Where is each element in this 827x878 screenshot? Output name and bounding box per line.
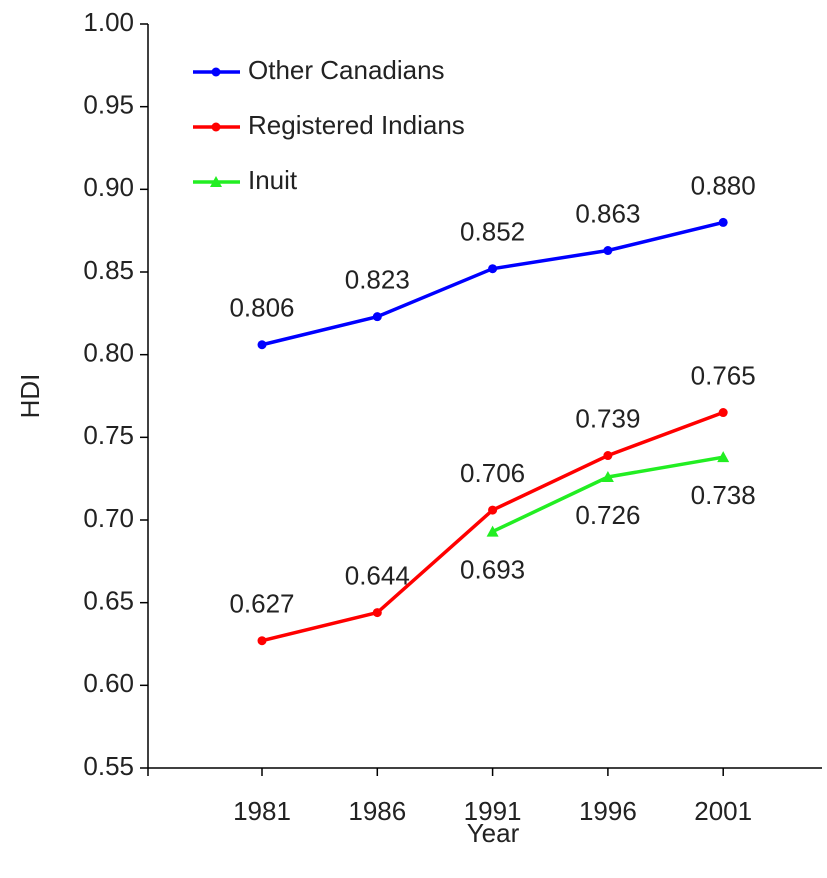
y-tick-label: 1.00 <box>83 7 134 37</box>
data-label: 0.852 <box>460 217 525 247</box>
data-label: 0.706 <box>460 458 525 488</box>
x-tick-label: 1986 <box>348 796 406 826</box>
y-tick-label: 0.60 <box>83 668 134 698</box>
data-point <box>488 505 498 515</box>
data-label: 0.644 <box>345 560 410 590</box>
y-tick-label: 0.95 <box>83 90 134 120</box>
data-label: 0.738 <box>691 480 756 510</box>
data-point <box>603 451 613 461</box>
data-point <box>718 217 728 227</box>
x-axis-title: Year <box>467 818 520 848</box>
y-tick-label: 0.75 <box>83 420 134 450</box>
legend-label: Registered Indians <box>248 110 465 140</box>
data-point <box>372 312 382 322</box>
legend-label: Inuit <box>248 165 298 195</box>
legend-label: Other Canadians <box>248 55 445 85</box>
y-tick-label: 0.70 <box>83 503 134 533</box>
data-label: 0.880 <box>691 170 756 200</box>
x-tick-label: 1991 <box>464 796 522 826</box>
data-point <box>488 264 498 274</box>
data-point <box>603 246 613 256</box>
y-tick-label: 0.90 <box>83 172 134 202</box>
data-point <box>601 471 614 483</box>
data-label: 0.823 <box>345 265 410 295</box>
x-tick-label: 1981 <box>233 796 291 826</box>
y-axis-title: HDI <box>15 374 45 419</box>
x-tick-label: 2001 <box>694 796 752 826</box>
data-label: 0.739 <box>575 403 640 433</box>
y-tick-label: 0.55 <box>83 751 134 781</box>
y-tick-label: 0.65 <box>83 586 134 616</box>
data-label: 0.863 <box>575 198 640 228</box>
data-label: 0.627 <box>229 589 294 619</box>
data-label: 0.693 <box>460 554 525 584</box>
y-tick-label: 0.85 <box>83 255 134 285</box>
data-point <box>372 608 382 618</box>
x-tick-label: 1996 <box>579 796 637 826</box>
data-point <box>257 636 267 646</box>
y-tick-label: 0.80 <box>83 338 134 368</box>
data-point <box>257 340 267 350</box>
legend-marker <box>211 67 221 77</box>
data-point <box>718 408 728 418</box>
legend-marker <box>210 176 222 187</box>
data-point <box>717 451 730 463</box>
data-label: 0.726 <box>575 500 640 530</box>
data-label: 0.806 <box>229 293 294 323</box>
data-label: 0.765 <box>691 360 756 390</box>
data-point <box>486 525 499 537</box>
legend-marker <box>211 122 221 132</box>
